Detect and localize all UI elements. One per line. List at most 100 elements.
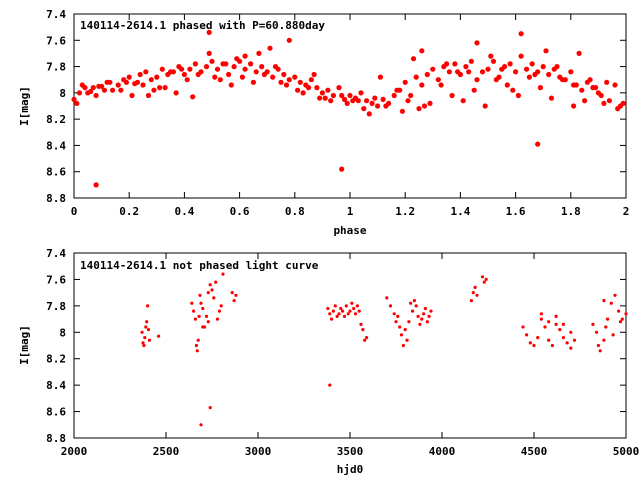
data-point — [446, 69, 452, 75]
data-point — [292, 74, 298, 80]
data-point — [579, 87, 585, 93]
data-point — [147, 338, 151, 342]
x-tick-label: 1 — [347, 205, 354, 218]
data-point — [582, 98, 588, 104]
data-point — [286, 77, 292, 83]
data-point — [168, 69, 174, 75]
data-point — [350, 98, 356, 104]
data-point — [419, 48, 425, 54]
plot-title: 140114-2614.1 phased with P=60.880day — [80, 19, 325, 32]
y-tick-label: 7.8 — [46, 300, 66, 313]
data-point — [401, 343, 405, 348]
data-point — [363, 338, 367, 342]
data-point — [449, 92, 455, 99]
data-point — [438, 82, 444, 88]
data-point — [194, 343, 198, 348]
data-point — [142, 343, 146, 348]
data-point — [408, 92, 414, 99]
data-point — [412, 299, 416, 303]
x-tick-label: 5000 — [613, 445, 640, 458]
data-point — [361, 106, 367, 112]
data-point — [295, 87, 301, 93]
data-point — [344, 304, 348, 308]
data-point — [317, 95, 323, 101]
data-point — [204, 314, 209, 318]
data-point — [409, 301, 413, 305]
data-point — [206, 29, 212, 35]
data-point — [613, 293, 617, 297]
x-tick-label: 2500 — [153, 445, 180, 458]
data-point — [199, 423, 203, 427]
y-tick-label: 8.2 — [46, 353, 66, 366]
data-point — [416, 314, 420, 318]
data-point — [342, 314, 347, 318]
data-point — [469, 299, 473, 303]
data-point — [593, 85, 599, 91]
data-point — [206, 291, 210, 295]
data-point — [572, 338, 577, 342]
data-point — [347, 92, 353, 99]
data-point — [339, 306, 343, 311]
data-point — [526, 74, 533, 80]
data-point — [471, 87, 477, 93]
data-point — [425, 320, 429, 324]
data-point — [146, 328, 151, 332]
data-point — [504, 82, 510, 88]
data-point — [543, 48, 549, 54]
data-point — [604, 79, 610, 85]
data-point — [407, 320, 411, 324]
x-axis-title: phase — [333, 224, 366, 237]
data-point — [364, 98, 370, 104]
data-point — [615, 106, 621, 112]
data-point — [328, 98, 334, 104]
data-point — [341, 309, 345, 313]
data-point — [221, 272, 225, 276]
data-point — [333, 304, 337, 308]
data-point — [206, 320, 210, 324]
x-tick-label: 2 — [623, 205, 630, 218]
data-point — [90, 85, 96, 91]
data-point — [569, 330, 573, 334]
data-point — [281, 71, 287, 78]
x-tick-labels: 0 0.2 0.4 0.6 0.8 1 1.2 1.4 1.6 1.8 2 — [71, 205, 630, 218]
data-point — [110, 87, 116, 93]
data-point — [558, 328, 562, 332]
data-point — [214, 280, 218, 284]
data-point — [242, 66, 248, 72]
x-tick-label: 0.2 — [119, 205, 139, 218]
data-point — [609, 301, 613, 305]
data-point — [197, 314, 201, 318]
data-point — [422, 312, 426, 316]
data-point — [554, 322, 558, 326]
data-point — [539, 317, 544, 321]
data-point — [385, 296, 389, 300]
data-point — [101, 87, 107, 93]
data-point — [569, 346, 573, 350]
x-tick-label: 0.8 — [285, 205, 305, 218]
data-point — [410, 56, 417, 62]
data-point — [344, 100, 350, 106]
data-point — [618, 320, 623, 324]
data-point — [146, 304, 150, 308]
data-point — [411, 309, 415, 313]
x-tick-label: 1.4 — [450, 205, 470, 218]
data-point — [359, 322, 363, 326]
data-point — [460, 98, 466, 104]
unphased-light-curve-panel: 2000 2500 3000 3500 4000 4500 5000 7.4 7.6 7.8 8 8… — [18, 247, 639, 476]
data-point — [159, 66, 165, 72]
data-point — [479, 69, 486, 75]
data-point — [355, 98, 361, 104]
y-tick-label: 8.6 — [46, 166, 66, 179]
data-point — [601, 100, 607, 106]
data-point — [198, 293, 202, 297]
data-point — [328, 312, 332, 316]
data-point — [151, 87, 157, 93]
data-point — [181, 71, 187, 78]
data-point — [571, 82, 577, 88]
x-tick-label: 0 — [71, 205, 78, 218]
data-point — [226, 71, 232, 78]
data-point — [423, 306, 427, 311]
plot-frame — [73, 252, 627, 439]
data-point — [396, 314, 400, 318]
data-point — [424, 71, 430, 78]
